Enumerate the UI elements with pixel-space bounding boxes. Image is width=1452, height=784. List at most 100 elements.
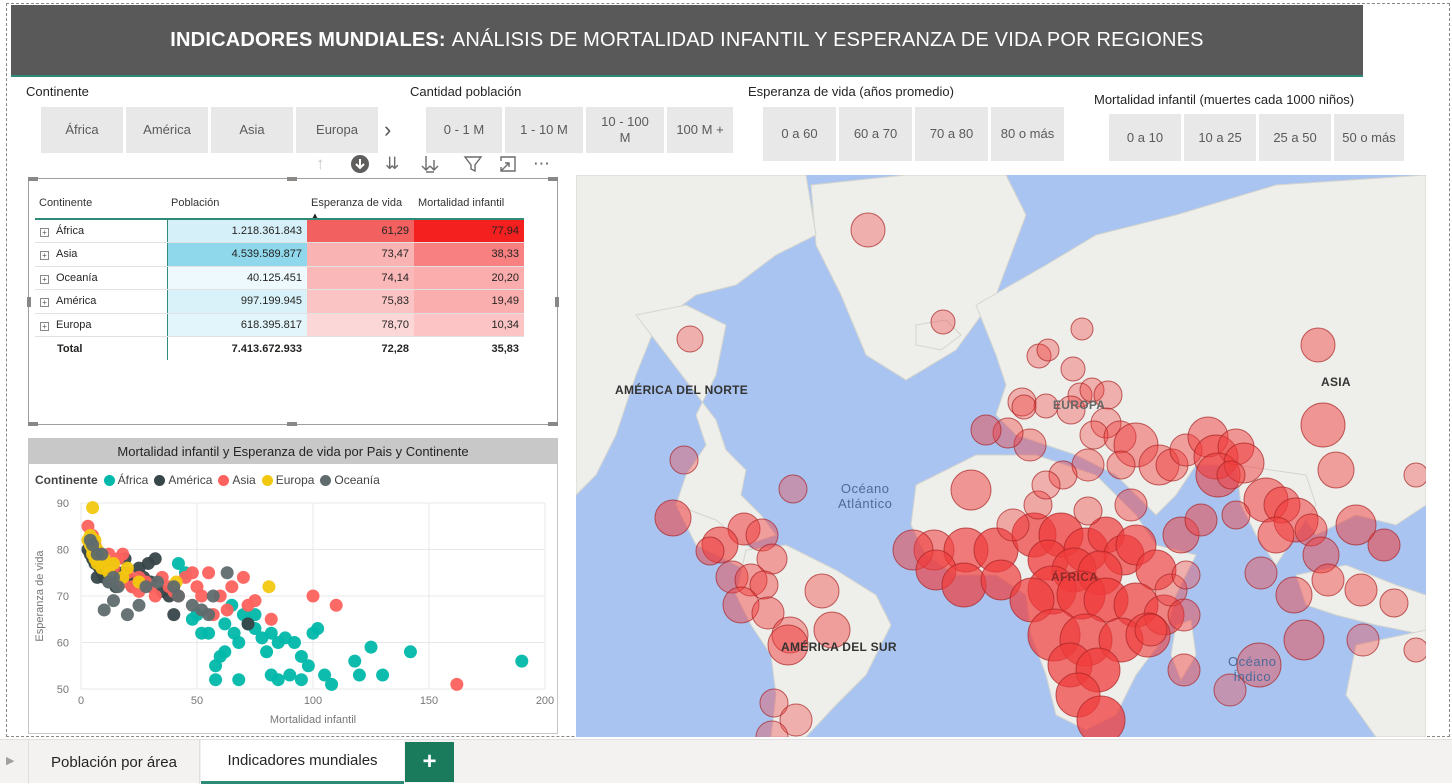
scatter-point[interactable]	[241, 617, 255, 631]
map-bubble[interactable]	[779, 703, 813, 737]
slicer-option-america[interactable]: América	[126, 107, 208, 153]
slicer-option-esp-60-70[interactable]: 60 a 70	[839, 107, 912, 161]
scatter-point[interactable]	[264, 612, 278, 626]
map-bubble[interactable]	[1171, 560, 1201, 590]
scatter-point[interactable]	[171, 589, 185, 603]
map-bubble[interactable]	[1367, 528, 1401, 562]
map-bubble[interactable]	[950, 469, 992, 511]
map-bubble[interactable]	[1300, 402, 1346, 448]
scatter-point[interactable]	[185, 612, 199, 626]
map-bubble[interactable]	[1221, 500, 1251, 530]
map-bubble[interactable]	[1213, 673, 1247, 707]
scatter-point[interactable]	[86, 501, 100, 515]
resize-handle-left[interactable]	[27, 297, 31, 307]
map-bubble[interactable]	[669, 445, 699, 475]
map-bubble[interactable]	[751, 596, 785, 630]
scatter-point[interactable]	[236, 570, 250, 584]
map-bubble[interactable]	[1070, 317, 1094, 341]
scatter-point[interactable]	[306, 589, 320, 603]
map-bubble[interactable]	[755, 720, 789, 737]
map-bubble[interactable]	[1216, 460, 1246, 490]
tab-poblacion-por-area[interactable]: Población por área	[28, 740, 200, 784]
map-bubble[interactable]	[996, 508, 1030, 542]
map-bubble[interactable]	[980, 559, 1022, 601]
resize-handle-top[interactable]	[287, 177, 297, 181]
focus-mode-icon[interactable]	[498, 154, 518, 179]
scatter-point[interactable]	[141, 556, 155, 570]
map-bubble[interactable]	[745, 518, 779, 552]
map-bubble[interactable]	[970, 414, 1002, 446]
slicer-option-mort-0-10[interactable]: 0 a 10	[1109, 114, 1181, 161]
map-bubble[interactable]	[778, 474, 808, 504]
resize-handle-right[interactable]	[555, 297, 559, 307]
scatter-point[interactable]	[352, 668, 366, 682]
legend-item[interactable]: Oceanía	[320, 473, 380, 487]
scatter-point[interactable]	[271, 673, 285, 687]
scatter-point[interactable]	[283, 668, 297, 682]
resize-handle-bottom[interactable]	[287, 422, 297, 426]
scatter-point[interactable]	[185, 566, 199, 580]
map-bubble[interactable]	[654, 499, 692, 537]
scatter-point[interactable]	[97, 603, 111, 617]
scatter-point[interactable]	[220, 603, 234, 617]
scatter-point[interactable]	[248, 608, 262, 622]
map-bubble[interactable]	[1379, 588, 1409, 618]
scatter-chart-visual[interactable]: Mortalidad infantil y Esperanza de vida …	[28, 438, 558, 734]
map-bubble[interactable]	[1403, 462, 1426, 488]
slicer-option-mort-10-25[interactable]: 10 a 25	[1184, 114, 1256, 161]
map-bubble[interactable]	[1103, 420, 1137, 454]
drill-up-icon[interactable]: ↑	[316, 154, 325, 173]
slicer-option-esp-0-60[interactable]: 0 a 60	[763, 107, 836, 161]
table-row[interactable]: + América 997.199.945 75,83 19,49	[35, 289, 524, 314]
scatter-point[interactable]	[232, 636, 246, 649]
map-bubble[interactable]	[1031, 470, 1061, 500]
filter-icon[interactable]	[463, 154, 483, 179]
scatter-point[interactable]	[301, 659, 315, 673]
map-bubble[interactable]	[1236, 642, 1282, 688]
scatter-point[interactable]	[95, 547, 109, 561]
legend-item[interactable]: Europa	[261, 473, 314, 487]
map-bubble[interactable]	[1138, 444, 1180, 486]
scatter-point[interactable]	[220, 566, 234, 580]
map-bubble[interactable]	[767, 624, 809, 666]
table-row[interactable]: + África 1.218.361.843 61,29 77,94	[35, 219, 524, 243]
map-bubble[interactable]	[1311, 563, 1345, 597]
resize-handle-top-left[interactable]	[28, 177, 38, 181]
map-bubble[interactable]	[1155, 448, 1189, 482]
expand-row-icon[interactable]: +	[40, 274, 49, 284]
scatter-point[interactable]	[106, 594, 120, 608]
scatter-point[interactable]	[232, 673, 246, 687]
map-bubble[interactable]	[1090, 407, 1122, 439]
scatter-point[interactable]	[120, 561, 134, 575]
map-bubble[interactable]	[722, 586, 760, 624]
map-bubble[interactable]	[1317, 451, 1355, 489]
scatter-point[interactable]	[318, 668, 332, 682]
expand-hierarchy-icon[interactable]	[420, 154, 440, 179]
scatter-point[interactable]	[218, 617, 232, 631]
expand-all-icon[interactable]: ⇊	[385, 154, 400, 173]
scatter-point[interactable]	[106, 570, 120, 584]
map-bubble[interactable]	[1283, 619, 1325, 661]
scatter-point[interactable]	[218, 645, 232, 659]
column-header-mortalidad[interactable]: Mortalidad infantil	[414, 187, 524, 220]
more-options-icon[interactable]: ⋯	[533, 154, 550, 173]
map-bubble[interactable]	[930, 309, 956, 335]
legend-item[interactable]: África	[103, 473, 148, 487]
slicer-option-esp-70-80[interactable]: 70 a 80	[915, 107, 988, 161]
scatter-point[interactable]	[132, 598, 146, 612]
map-bubble[interactable]	[1071, 448, 1105, 482]
scatter-point[interactable]	[148, 589, 162, 603]
map-bubble[interactable]	[1011, 394, 1037, 420]
map-bubble[interactable]	[1257, 516, 1295, 554]
scatter-point[interactable]	[171, 556, 185, 570]
column-header-poblacion[interactable]: Población	[167, 187, 307, 220]
slicer-option-100m-plus[interactable]: 100 M +	[667, 107, 733, 153]
map-bubble[interactable]	[1079, 420, 1109, 450]
map-bubble[interactable]	[1346, 623, 1380, 657]
scatter-point[interactable]	[287, 636, 301, 649]
map-bubble[interactable]	[1073, 496, 1103, 526]
map-bubble[interactable]	[1167, 653, 1201, 687]
map-bubble[interactable]	[850, 212, 886, 248]
map-bubble[interactable]	[1167, 598, 1201, 632]
expand-row-icon[interactable]: +	[40, 321, 49, 331]
